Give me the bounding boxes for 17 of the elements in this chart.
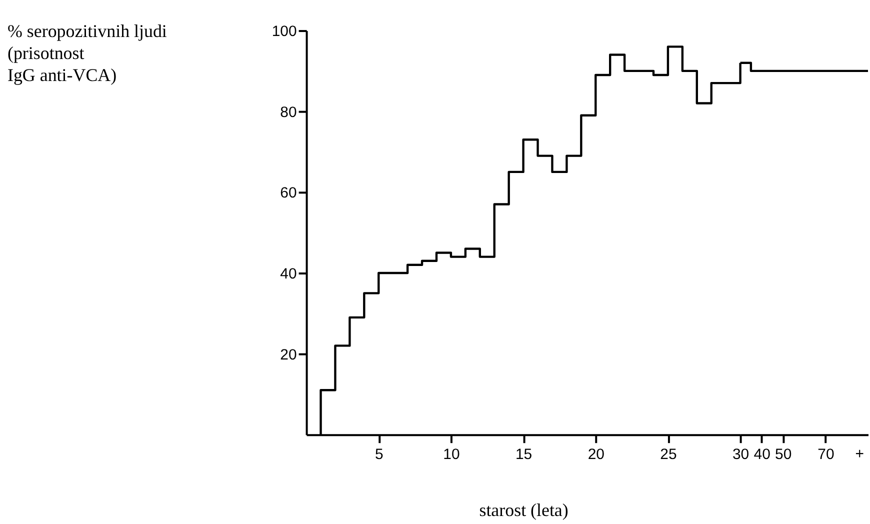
y-tick-label: 40 [280,265,297,282]
y-tick-label: 20 [280,346,297,364]
x-tick-label: 10 [443,446,460,464]
y-tick-label: 60 [280,184,297,202]
y-tick-label: 100 [272,23,297,40]
x-tick-label: 5 [374,446,384,464]
x-tick-label: 25 [660,446,677,464]
x-tick-label: 70 [818,446,834,464]
x-tick-label: 30 [732,446,750,464]
x-tick-label: 50 [775,446,792,464]
text: + [855,446,864,463]
y-tick-label: 80 [280,104,297,121]
x-axis-title: starost (leta) [479,500,568,520]
x-tick-label: 20 [588,446,604,464]
x-tick-label: 15 [515,446,532,464]
y-axis-title: % seropozitivnih ljudi (prisotnost IgG anti-VCA) [7,21,167,85]
x-tick-label: 40 [754,446,770,464]
